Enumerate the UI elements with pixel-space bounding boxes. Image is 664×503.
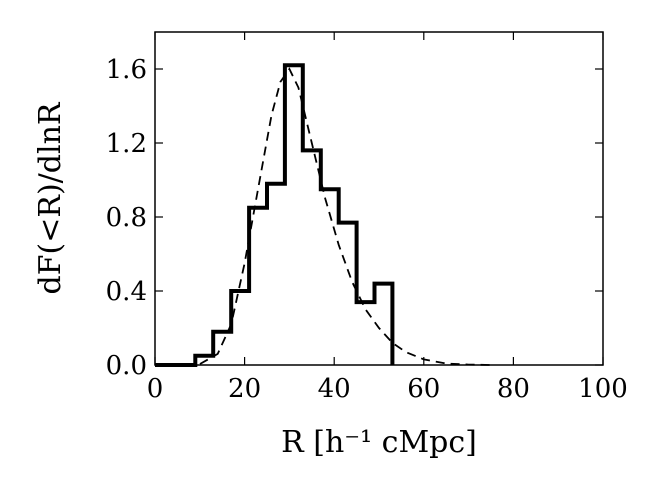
y-tick-label: 0.8 <box>106 203 147 233</box>
y-tick-label: 0.4 <box>106 277 147 307</box>
x-tick-label: 80 <box>497 374 530 404</box>
x-tick-label: 0 <box>147 374 164 404</box>
fit-curve-dashed <box>155 67 492 366</box>
histogram-steps <box>155 63 395 367</box>
axes-frame <box>154 31 604 366</box>
y-tick-label: 1.2 <box>106 129 147 159</box>
y-axis-label: dF(<R)/dlnR <box>33 101 68 294</box>
y-tick-label: 1.6 <box>106 55 147 85</box>
plot-content <box>155 63 492 367</box>
x-tick-label: 40 <box>318 374 351 404</box>
x-tick-label: 100 <box>578 374 628 404</box>
ticks: 0 20 40 60 80 100 0.0 0.4 0.8 1.2 1.6 <box>106 32 628 404</box>
x-tick-label: 20 <box>228 374 261 404</box>
x-tick-label: 60 <box>407 374 440 404</box>
x-axis-label: R [h⁻¹ cMpc] <box>281 425 477 460</box>
y-tick-label: 0.0 <box>106 351 147 381</box>
